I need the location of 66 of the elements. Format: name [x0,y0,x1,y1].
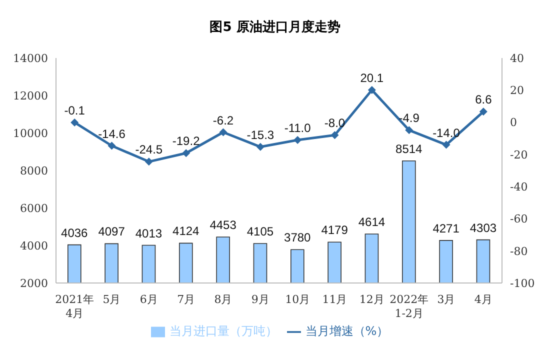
y-tick-label: 10000 [13,126,48,140]
y2-tick-label: 40 [510,52,524,65]
data-label: 4271 [432,221,460,236]
point [70,118,79,126]
x-tick-label: 9月 [251,293,270,306]
x-tick-label: 12月 [359,293,384,306]
data-label: 4105 [246,224,274,239]
data-label: -14.0 [432,126,460,140]
x-tick-label: 5月 [102,293,121,306]
point [144,158,153,166]
y2-tick-label: 20 [510,84,524,98]
data-label: 4124 [172,224,200,238]
data-label: 4453 [210,218,237,232]
data-label: 20.1 [360,70,384,85]
point [108,142,116,150]
data-label: -19.2 [172,134,200,148]
y2-tick-label: -80 [510,244,528,258]
x-tick-label: 2021年 4月 [55,293,94,320]
y-tick-label: 6000 [20,202,48,215]
point [219,128,228,136]
x-tick-label: 11月 [322,293,348,306]
y-tick-label: 12000 [13,89,48,102]
data-label: -6.2 [212,113,234,128]
x-tick-label: 4月 [474,293,492,306]
data-label: -8.0 [324,116,346,130]
data-label: -14.6 [98,126,126,141]
data-label: 4614 [358,214,386,229]
data-label: 6.6 [475,92,492,107]
y2-tick-label: -100 [510,276,535,290]
data-label: -24.5 [135,142,163,157]
data-label: -11.0 [284,120,312,135]
y-tick-label: 14000 [13,52,48,65]
data-label: 4179 [321,223,348,238]
x-tick-label: 6月 [140,293,158,306]
point [405,126,414,134]
x-tick-label: 7月 [177,293,196,306]
y2-tick-label: -60 [510,212,528,226]
data-label: 4036 [61,226,88,240]
data-label: -0.1 [64,103,86,118]
data-label: 4097 [98,224,126,239]
point [479,108,488,116]
legend-label: 当月进口量（万吨） [169,324,278,338]
x-tick-label: 10月 [285,293,310,306]
chart-title: 图5 原油进口月度走势 [208,18,342,37]
legend-label: 当月增速（%） [305,324,389,338]
y-tick-label: 8000 [20,164,48,178]
data-label: 4013 [135,226,162,240]
y2-tick-label: -40 [510,180,528,194]
point [294,136,302,144]
x-tick-label: 8月 [214,293,232,306]
data-label: -15.3 [246,128,274,142]
point [256,142,264,151]
x-tick-label: 2022年 1-2月 [390,293,429,320]
data-label: 4303 [470,220,497,235]
x-tick-label: 3月 [437,293,456,306]
y-tick-label: 2000 [20,276,48,290]
point [368,86,376,94]
y2-tick-label: -20 [510,148,528,162]
data-label: -4.9 [398,111,420,126]
y2-tick-label: 0 [510,116,517,130]
data-label: 3780 [284,230,312,245]
point [330,131,339,140]
point [442,140,450,149]
data-label: 8514 [396,142,423,156]
y-tick-label: 4000 [20,239,48,252]
point [182,149,190,158]
